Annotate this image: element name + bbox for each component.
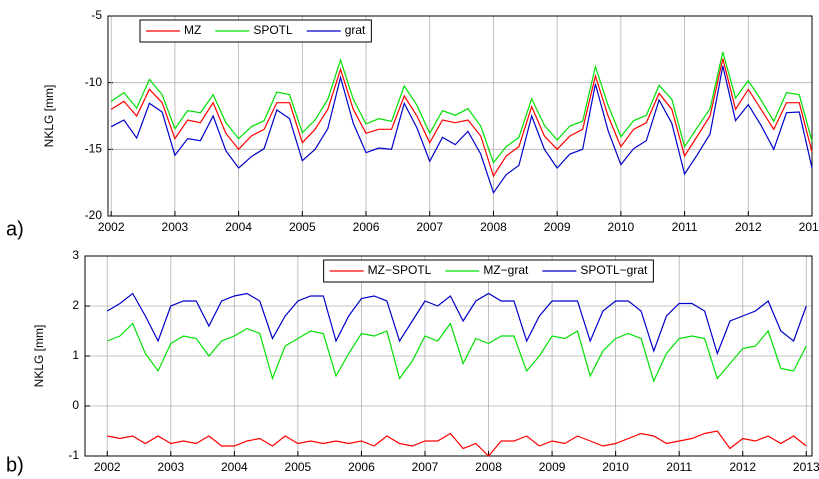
y-axis-label: NKLG [mm] — [32, 325, 46, 388]
y-axis-label: NKLG [mm] — [42, 85, 56, 148]
legend-label: SPOTL−grat — [580, 263, 648, 277]
x-tick-label: 2004 — [225, 220, 252, 234]
data-line — [110, 51, 813, 164]
data-line — [110, 65, 813, 194]
plot-frame — [107, 15, 813, 217]
y-tick-label: 2 — [72, 298, 79, 312]
data-line — [107, 430, 807, 457]
legend: MZ−SPOTL MZ−grat SPOTL−grat — [329, 263, 648, 277]
data-line — [106, 292, 807, 356]
x-tick-label: 2012 — [729, 460, 756, 474]
legend-label: MZ — [184, 23, 201, 37]
x-tick-label: 2011 — [666, 460, 692, 474]
x-tick-label: 2005 — [285, 460, 312, 474]
y-tick-label: -5 — [91, 8, 102, 22]
y-tick-label: 0 — [72, 398, 79, 412]
x-tick-label: 2002 — [98, 220, 125, 234]
panel-label: b) — [6, 454, 24, 476]
x-tick-label: 2009 — [544, 220, 571, 234]
legend-box — [323, 259, 654, 283]
x-tick-label: 2007 — [412, 460, 439, 474]
data-line — [107, 322, 807, 383]
y-tick-label: -10 — [85, 75, 103, 89]
x-tick-label: 2009 — [539, 460, 566, 474]
x-tick-label: 2003 — [157, 460, 184, 474]
x-tick-label: 2002 — [94, 460, 121, 474]
legend-label: MZ−SPOTL — [368, 263, 432, 277]
y-tick-label: -1 — [68, 448, 79, 462]
x-tick-label: 2013 — [793, 460, 819, 474]
x-tick-label: 2012 — [735, 220, 762, 234]
x-tick-label: 2008 — [480, 220, 507, 234]
x-tick-label: 2010 — [608, 220, 635, 234]
y-tick-label: 3 — [72, 248, 79, 262]
legend-label: SPOTL — [253, 23, 293, 37]
panel-label: a) — [6, 218, 24, 240]
x-tick-label: 2005 — [289, 220, 316, 234]
x-tick-label: 2008 — [475, 460, 502, 474]
legend: MZ SPOTL grat — [146, 23, 366, 37]
y-tick-label: -15 — [85, 142, 103, 156]
x-tick-label: 2013 — [799, 220, 819, 234]
legend-label: MZ−grat — [483, 263, 529, 277]
plot-frame — [84, 255, 813, 457]
y-tick-label: -20 — [85, 208, 103, 222]
x-tick-label: 2010 — [602, 460, 629, 474]
legend-label: grat — [345, 23, 366, 37]
x-tick-label: 2006 — [353, 220, 380, 234]
x-tick-label: 2006 — [348, 460, 375, 474]
x-tick-label: 2007 — [416, 220, 443, 234]
data-line — [110, 58, 813, 178]
legend-box — [139, 19, 372, 43]
y-tick-label: 1 — [72, 348, 79, 362]
x-tick-label: 2003 — [162, 220, 189, 234]
x-tick-label: 2011 — [672, 220, 698, 234]
x-tick-label: 2004 — [221, 460, 248, 474]
